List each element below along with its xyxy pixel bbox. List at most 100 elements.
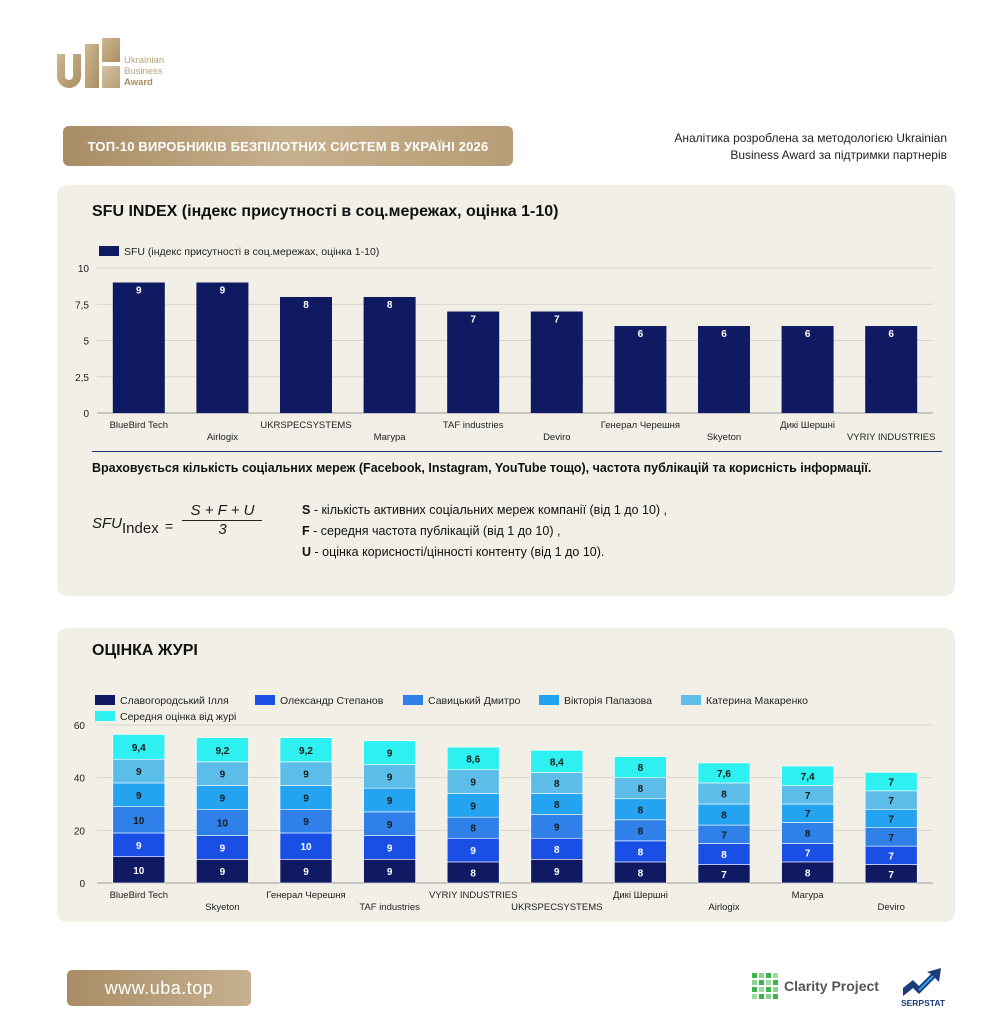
segment-data-label: 8,6 bbox=[466, 754, 480, 765]
segment-data-label: 10 bbox=[217, 818, 229, 829]
website-link-button[interactable]: www.uba.top bbox=[67, 970, 251, 1006]
formula-equals: = bbox=[165, 518, 174, 534]
bar bbox=[280, 297, 332, 413]
segment-data-label: 9 bbox=[470, 846, 476, 857]
segment-data-label: 8 bbox=[721, 789, 727, 800]
segment-data-label: 7 bbox=[721, 870, 727, 881]
segment-data-label: 7 bbox=[888, 870, 894, 881]
segment-data-label: 9,4 bbox=[132, 743, 146, 754]
segment-data-label: 8 bbox=[805, 829, 811, 840]
legend-label: Славогородський Ілля bbox=[120, 695, 229, 707]
legend-swatch bbox=[99, 246, 119, 256]
segment-data-label: 7 bbox=[888, 851, 894, 862]
segment-data-label: 8 bbox=[721, 850, 727, 861]
segment-data-label: 7 bbox=[888, 833, 894, 844]
jury-card-title: ОЦІНКА ЖУРІ bbox=[92, 642, 198, 659]
x-tick-label: Дикі Шершні bbox=[780, 420, 835, 431]
bar-data-label: 6 bbox=[638, 329, 644, 340]
methodology-note-line1: Аналітика розроблена за методологією Ukr… bbox=[674, 131, 947, 145]
segment-data-label: 8 bbox=[805, 868, 811, 879]
bar bbox=[447, 311, 500, 413]
bar-data-label: 8 bbox=[303, 300, 309, 311]
segment-data-label: 8 bbox=[638, 826, 644, 837]
page-title-banner: ТОП-10 ВИРОБНИКІВ БЕЗПІЛОТНИХ СИСТЕМ В У… bbox=[63, 126, 513, 166]
logo-line3: Award bbox=[124, 77, 153, 88]
stacked-bar-segment bbox=[196, 808, 249, 836]
stacked-bar-segment bbox=[196, 737, 249, 763]
x-tick-label: UKRSPECSYSTEMS bbox=[511, 902, 602, 913]
segment-data-label: 9 bbox=[303, 793, 309, 804]
segment-data-label: 8 bbox=[638, 868, 644, 879]
logo-line2: Business bbox=[124, 66, 163, 77]
y-tick-label: 0 bbox=[79, 879, 85, 890]
segment-data-label: 8 bbox=[554, 800, 560, 811]
segment-data-label: 9 bbox=[387, 820, 393, 831]
bar bbox=[865, 326, 918, 413]
segment-data-label: 8 bbox=[638, 763, 644, 774]
segment-data-label: 9 bbox=[470, 801, 476, 812]
segment-data-label: 7 bbox=[888, 796, 894, 807]
methodology-note: Аналітика розроблена за методологією Ukr… bbox=[627, 130, 947, 164]
bar bbox=[698, 326, 750, 413]
stacked-bar-segment bbox=[112, 806, 166, 834]
segment-data-label: 9,2 bbox=[215, 746, 229, 757]
sfu-formula: SFUIndex = S + F + U 3 bbox=[92, 501, 272, 551]
segment-data-label: 7 bbox=[721, 830, 727, 841]
segment-data-label: 10 bbox=[133, 866, 145, 877]
y-tick-label: 10 bbox=[78, 264, 90, 275]
segment-data-label: 8 bbox=[721, 811, 727, 822]
serpstat-text: SERPSTAT bbox=[900, 998, 946, 1008]
segment-data-label: 9 bbox=[470, 778, 476, 789]
stacked-bar-segment bbox=[363, 740, 416, 765]
segment-data-label: 9 bbox=[136, 841, 142, 852]
x-tick-label: BlueBird Tech bbox=[110, 890, 168, 901]
jury-stacked-chart: Славогородський Ілля Олександр Степанов Са… bbox=[74, 695, 933, 913]
segment-data-label: 9 bbox=[387, 749, 393, 760]
uba-logo-mark bbox=[57, 38, 120, 88]
formula-lhs: SFUIndex bbox=[92, 515, 159, 537]
segment-data-label: 9 bbox=[220, 770, 226, 781]
definition-s: S - кількість активних соціальних мереж … bbox=[302, 503, 668, 517]
segment-data-label: 9 bbox=[387, 772, 393, 783]
segment-data-label: 8 bbox=[554, 779, 560, 790]
y-tick-label: 0 bbox=[83, 409, 89, 420]
segment-data-label: 8 bbox=[638, 784, 644, 795]
segment-data-label: 9,2 bbox=[299, 746, 313, 757]
x-tick-label: Генерал Черешня bbox=[266, 890, 345, 901]
serpstat-logo: SERPSTAT bbox=[897, 966, 949, 1010]
bar-data-label: 9 bbox=[220, 286, 226, 297]
legend-label: Олександр Степанов bbox=[280, 695, 384, 707]
bar-data-label: 7 bbox=[554, 315, 560, 326]
legend-swatch bbox=[95, 711, 115, 721]
segment-data-label: 9 bbox=[220, 867, 226, 878]
stacked-bar-segment bbox=[279, 832, 333, 860]
formula-numerator: S + F + U bbox=[190, 502, 255, 519]
serpstat-chart-icon bbox=[903, 968, 941, 996]
sfu-card-title: SFU INDEX (індекс присутності в соц.мере… bbox=[92, 203, 559, 220]
segment-data-label: 8 bbox=[554, 845, 560, 856]
x-tick-label: Дикі Шершні bbox=[613, 890, 668, 901]
bar bbox=[112, 282, 165, 413]
x-tick-label: Магура bbox=[792, 890, 825, 901]
segment-data-label: 9 bbox=[387, 867, 393, 878]
segment-data-label: 7 bbox=[805, 809, 811, 820]
segment-data-label: 8 bbox=[470, 868, 476, 879]
formula-fraction-bar bbox=[182, 520, 262, 521]
legend-label: Савицький Дмитро bbox=[428, 695, 521, 707]
definition-u: U - оцінка корисності/цінності контенту … bbox=[302, 545, 605, 559]
y-tick-label: 20 bbox=[74, 826, 86, 837]
legend-label: Середня оцінка від журі bbox=[120, 711, 236, 723]
stacked-bar-segment bbox=[530, 749, 584, 773]
bar bbox=[363, 297, 416, 413]
bar-data-label: 8 bbox=[387, 300, 393, 311]
y-tick-label: 60 bbox=[74, 721, 86, 732]
legend-label: Вікторія Папазова bbox=[564, 695, 652, 707]
bar bbox=[530, 311, 583, 413]
sfu-bar-chart: SFU (індекс присутності в соц.мережах, о… bbox=[75, 246, 935, 443]
stacked-bar-segment bbox=[446, 746, 500, 771]
legend-swatch bbox=[95, 695, 115, 705]
legend-swatch bbox=[403, 695, 423, 705]
x-tick-label: Airlogix bbox=[207, 432, 238, 443]
stacked-bar-segment bbox=[614, 756, 667, 778]
segment-data-label: 8 bbox=[638, 847, 644, 858]
